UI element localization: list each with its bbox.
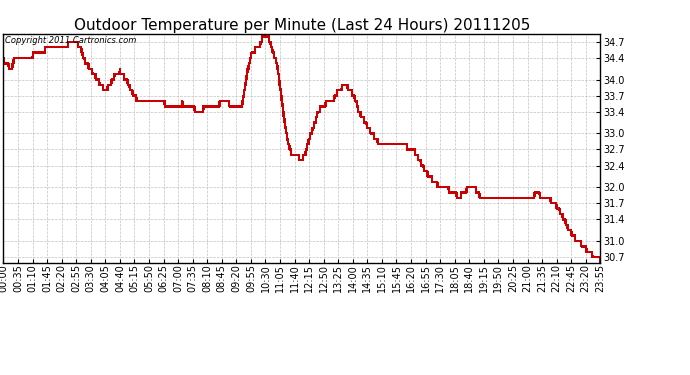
Title: Outdoor Temperature per Minute (Last 24 Hours) 20111205: Outdoor Temperature per Minute (Last 24 … bbox=[74, 18, 530, 33]
Text: Copyright 2011 Cartronics.com: Copyright 2011 Cartronics.com bbox=[5, 36, 136, 45]
